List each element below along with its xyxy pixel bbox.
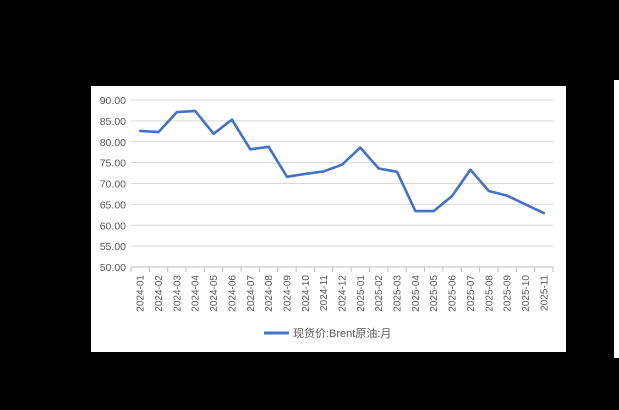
- legend-label: 现货价:Brent原油:月: [293, 326, 391, 340]
- x-tick-label: 2025-10: [521, 275, 532, 312]
- x-tick-label: 2025-01: [356, 275, 367, 312]
- legend: 现货价:Brent原油:月: [264, 326, 391, 340]
- x-tick-label: 2024-12: [338, 275, 349, 312]
- series-line: [138, 109, 546, 215]
- x-tick-label: 2024-07: [246, 275, 257, 312]
- x-tick-label: 2024-10: [301, 275, 312, 312]
- x-tick-label: 2025-03: [393, 275, 404, 312]
- y-tick-label: 60.00: [100, 220, 126, 232]
- y-tick-label: 85.00: [100, 116, 126, 128]
- y-tick-label: 80.00: [100, 137, 126, 149]
- x-tick-label: 2025-08: [484, 275, 495, 312]
- x-tick-label: 2025-07: [466, 275, 477, 312]
- x-tick-label: 2025-04: [411, 275, 422, 312]
- gridlines: [131, 99, 553, 268]
- y-tick-label: 65.00: [100, 199, 126, 211]
- x-tick-label: 2024-04: [191, 275, 202, 312]
- x-tick-label: 2025-02: [374, 275, 385, 312]
- chart-panel: 50.00 55.00 60.00 65.00 70.00 75.00 80.00 85.00…: [91, 86, 566, 352]
- y-tick-label: 50.00: [100, 262, 126, 274]
- y-axis-labels: 50.00 55.00 60.00 65.00 70.00 75.00 80.00 85.00…: [100, 95, 126, 274]
- x-tick-label: 2024-09: [282, 275, 293, 312]
- x-tick-label: 2024-02: [154, 275, 165, 312]
- x-tick-label: 2025-05: [429, 275, 440, 312]
- y-tick-label: 90.00: [100, 95, 126, 107]
- x-tick-label: 2024-01: [136, 275, 147, 312]
- x-tick-label: 2024-08: [264, 275, 275, 312]
- x-tick-label: 2024-11: [319, 275, 330, 311]
- data-series: [138, 109, 546, 215]
- x-tick-label: 2025-11: [539, 275, 550, 311]
- x-tick-label: 2025-06: [448, 275, 459, 312]
- x-tick-label: 2024-06: [227, 275, 238, 312]
- y-tick-label: 55.00: [100, 241, 126, 253]
- y-tick-label: 70.00: [100, 179, 126, 191]
- x-axis: 2024-01 2024-02 2024-03 2024-04 2024-05 2024-…: [130, 267, 554, 312]
- x-tick-label: 2024-05: [209, 275, 220, 312]
- adjacent-panel-edge: [614, 80, 619, 358]
- x-tick-label: 2024-03: [172, 275, 183, 312]
- y-tick-label: 75.00: [100, 158, 126, 170]
- x-tick-label: 2025-09: [503, 275, 514, 312]
- line-chart: 50.00 55.00 60.00 65.00 70.00 75.00 80.00 85.00…: [100, 95, 554, 340]
